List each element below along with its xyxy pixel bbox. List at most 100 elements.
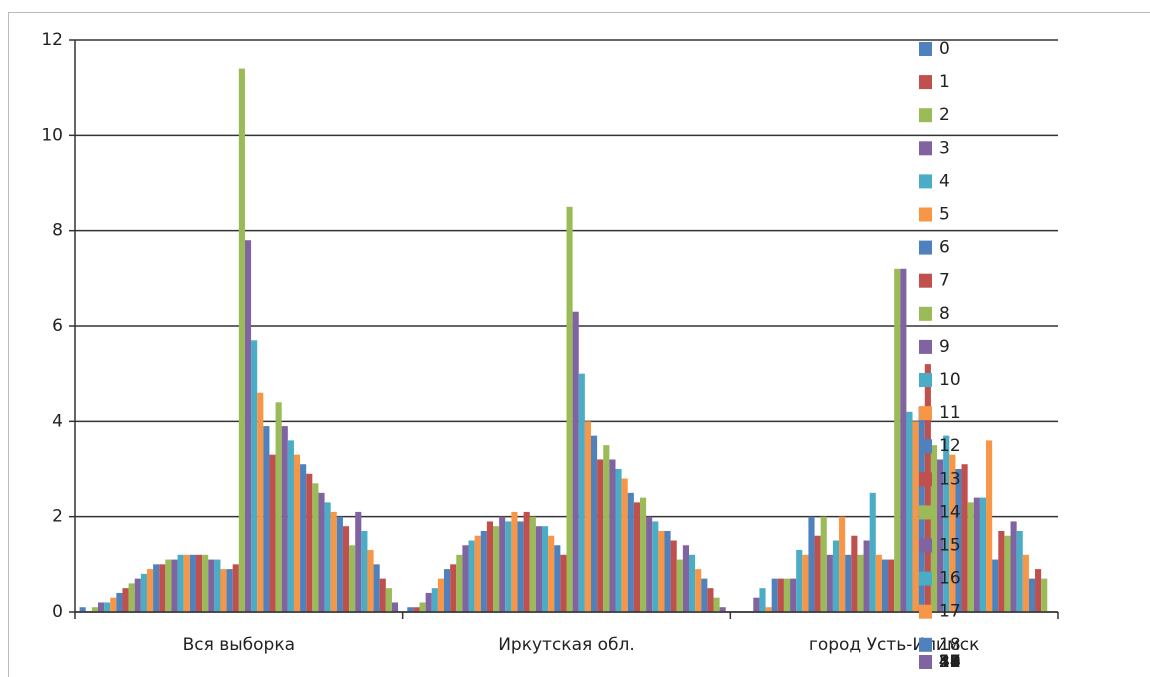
bar [517, 521, 524, 612]
legend-label: 11 [939, 403, 961, 423]
bar [845, 554, 852, 612]
bar [554, 545, 561, 612]
legend-label: 19 [939, 652, 961, 672]
legend-label: 0 [939, 39, 950, 59]
bar [863, 540, 870, 612]
y-tick-label: 0 [52, 602, 63, 622]
bar [777, 578, 784, 612]
legend-label: 45 [939, 652, 961, 672]
legend-label: 42 [939, 652, 961, 672]
legend-label: 8 [939, 304, 950, 324]
bar [900, 268, 907, 612]
y-tick-label: 6 [52, 316, 63, 336]
bar [578, 373, 585, 612]
bar [355, 511, 362, 612]
bar [664, 530, 671, 612]
bar [116, 592, 123, 612]
bar [790, 578, 797, 612]
legend-label: 17 [939, 602, 961, 622]
bar [906, 411, 913, 612]
bar [682, 545, 689, 612]
bar [759, 588, 766, 612]
bar [670, 540, 677, 612]
bar [542, 526, 549, 612]
bar [330, 511, 337, 612]
bar [104, 602, 111, 612]
bar [97, 602, 105, 612]
bar [560, 554, 567, 612]
legend-label: 24 [939, 652, 961, 672]
legend-label: 7 [939, 271, 950, 291]
bar [391, 602, 399, 612]
bar [930, 445, 938, 612]
legend-label: 35 [939, 652, 961, 672]
legend-swatch [919, 339, 932, 354]
legend-label: 23 [939, 652, 961, 672]
bar [238, 68, 245, 613]
bar [973, 497, 980, 612]
bar [361, 530, 368, 612]
legend-swatch [919, 373, 932, 387]
bar [753, 597, 760, 612]
bar [1041, 578, 1048, 612]
bar [783, 578, 791, 612]
bar [832, 540, 840, 612]
bar [1022, 554, 1029, 612]
legend-swatch [919, 571, 932, 586]
legend-swatch [919, 108, 932, 123]
legend-label: 34 [939, 652, 961, 672]
bar [603, 445, 610, 612]
legend-swatch [919, 174, 932, 189]
bar [499, 516, 506, 612]
bar [676, 559, 683, 612]
legend-label: 18 [939, 635, 961, 655]
legend-label: 37 [939, 652, 961, 672]
bar [584, 421, 591, 612]
bar [486, 521, 494, 612]
bar [456, 554, 463, 612]
legend-label: 39 [939, 652, 961, 672]
legend-label: 1 [939, 72, 950, 92]
legend-label: 47 [939, 652, 961, 672]
legend-label: 14 [939, 502, 961, 522]
legend-label: 12 [939, 436, 961, 456]
bar [202, 554, 209, 612]
bar [765, 607, 772, 612]
y-tick-label: 2 [52, 507, 63, 527]
bar [336, 516, 343, 612]
x-tick-label: Иркутская обл. [498, 635, 635, 655]
bar [912, 421, 919, 612]
bar [480, 530, 487, 612]
legend-label: 21 [939, 652, 961, 672]
bar [597, 459, 604, 612]
bar [171, 559, 178, 612]
bar [955, 469, 962, 612]
legend-swatch [919, 538, 932, 553]
bar [943, 435, 950, 612]
legend-swatch [919, 655, 932, 669]
legend-label: 49 [939, 652, 961, 672]
bar [881, 559, 889, 612]
bar [122, 588, 129, 612]
bar [566, 206, 573, 613]
bar [407, 607, 414, 612]
chart-frame [8, 12, 1150, 677]
legend-label: 29 [939, 652, 961, 672]
bar [474, 535, 481, 612]
bar [615, 469, 622, 612]
bar [1010, 521, 1017, 612]
bar [134, 578, 141, 612]
bar [646, 516, 653, 612]
bar [318, 492, 325, 612]
bar [719, 607, 726, 612]
bar [425, 592, 432, 612]
legend-label: 33 [939, 652, 961, 672]
bar [468, 540, 475, 612]
bar [385, 588, 392, 612]
bar [869, 492, 876, 612]
bar [263, 426, 270, 612]
bar [826, 554, 833, 612]
bar [269, 454, 276, 612]
legend-label: 5 [939, 205, 950, 225]
bar [511, 511, 518, 612]
